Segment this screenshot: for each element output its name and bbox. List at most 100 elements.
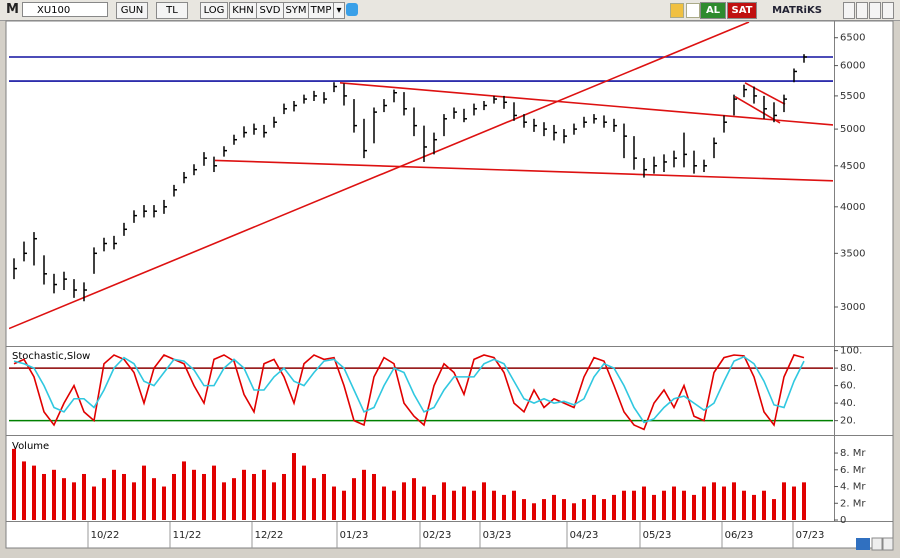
volume-bar: [582, 499, 586, 520]
volume-bar: [212, 465, 216, 520]
dropdown[interactable]: ▾: [333, 2, 345, 19]
volume-bar: [532, 503, 536, 520]
sell-button[interactable]: SAT: [727, 2, 757, 19]
volume-bar: [102, 478, 106, 520]
button[interactable]: KHN: [229, 2, 257, 19]
symbol-field[interactable]: XU100: [22, 2, 108, 17]
volume-bar: [232, 478, 236, 520]
volume-bar: [692, 494, 696, 520]
twitter-icon[interactable]: [346, 3, 358, 16]
button[interactable]: SVD: [256, 2, 284, 19]
y-tick-label: 3500: [840, 248, 865, 259]
volume-bar: [742, 490, 746, 520]
y-tick-label: 60.: [840, 381, 856, 392]
x-tick-label: 03/23: [483, 530, 512, 541]
y-tick-label: 4. Mr: [840, 482, 866, 493]
volume-bar: [492, 490, 496, 520]
volume-bar: [142, 465, 146, 520]
volume-bar: [542, 499, 546, 520]
volume-bar: [122, 473, 126, 520]
x-tick-label: 06/23: [725, 530, 754, 541]
y-tick-label: 3000: [840, 302, 865, 313]
volume-bar: [382, 486, 386, 520]
volume-bar: [702, 486, 706, 520]
trend-line: [734, 95, 781, 124]
volume-bar: [342, 490, 346, 520]
volume-bar: [442, 482, 446, 520]
volume-bar: [372, 473, 376, 520]
window-button[interactable]: [882, 2, 894, 19]
button[interactable]: TL: [156, 2, 188, 19]
volume-bar: [562, 499, 566, 520]
volume-bar: [312, 478, 316, 520]
button[interactable]: LOG: [200, 2, 228, 19]
volume-bar: [802, 482, 806, 520]
trend-line: [9, 22, 750, 330]
button[interactable]: SYM: [283, 2, 309, 19]
volume-bar: [432, 494, 436, 520]
volume-bar: [222, 482, 226, 520]
volume-bar: [502, 494, 506, 520]
x-tick-label: 11/22: [173, 530, 202, 541]
volume-bar: [332, 486, 336, 520]
y-tick-label: 6. Mr: [840, 465, 866, 476]
buy-button[interactable]: AL: [700, 2, 726, 19]
volume-bar: [482, 482, 486, 520]
scroll-button[interactable]: [871, 537, 883, 551]
scroll-button[interactable]: [882, 537, 894, 551]
brand: MATRiKS: [758, 2, 836, 19]
volume-bar: [792, 486, 796, 520]
volume-bar: [522, 499, 526, 520]
volume-bar: [552, 494, 556, 520]
y-tick-label: 20.: [840, 416, 856, 427]
volume-bar: [152, 478, 156, 520]
volume-bar: [72, 482, 76, 520]
scroll-button[interactable]: [856, 538, 870, 550]
volume-bar: [202, 473, 206, 520]
volume-bar: [762, 490, 766, 520]
x-tick-label: 12/22: [255, 530, 284, 541]
volume-bar: [672, 486, 676, 520]
panel-title: Volume: [12, 441, 49, 452]
volume-bar: [242, 469, 246, 520]
volume-bar: [602, 499, 606, 520]
volume-bar: [472, 490, 476, 520]
volume-bar: [22, 461, 26, 520]
volume-bar: [292, 453, 296, 520]
window-button[interactable]: [869, 2, 881, 19]
window-button[interactable]: [843, 2, 855, 19]
y-tick-label: 4000: [840, 202, 865, 213]
y-tick-label: 80.: [840, 363, 856, 374]
volume-bar: [662, 490, 666, 520]
volume-bar: [712, 482, 716, 520]
icon[interactable]: [670, 3, 684, 18]
volume-bar: [612, 494, 616, 520]
button[interactable]: GUN: [116, 2, 148, 19]
volume-bar: [262, 469, 266, 520]
volume-bar: [462, 486, 466, 520]
volume-bar: [402, 482, 406, 520]
y-tick-label: 2. Mr: [840, 498, 866, 509]
volume-bar: [182, 461, 186, 520]
x-tick-label: 10/22: [91, 530, 120, 541]
y-tick-label: 5000: [840, 124, 865, 135]
volume-bar: [192, 469, 196, 520]
volume-bar: [322, 473, 326, 520]
volume-bar: [652, 494, 656, 520]
volume-bar: [362, 469, 366, 520]
volume-bar: [12, 448, 16, 520]
volume-bar: [282, 473, 286, 520]
volume-bar: [722, 486, 726, 520]
icon[interactable]: [686, 3, 700, 18]
volume-bar: [42, 473, 46, 520]
window-button[interactable]: [856, 2, 868, 19]
volume-bar: [572, 503, 576, 520]
panel-title: Stochastic,Slow: [12, 351, 90, 362]
volume-bar: [172, 473, 176, 520]
y-tick-label: 4500: [840, 161, 865, 172]
volume-bar: [622, 490, 626, 520]
volume-bar: [412, 478, 416, 520]
app-logo: M: [6, 2, 19, 17]
trend-line: [744, 82, 786, 105]
